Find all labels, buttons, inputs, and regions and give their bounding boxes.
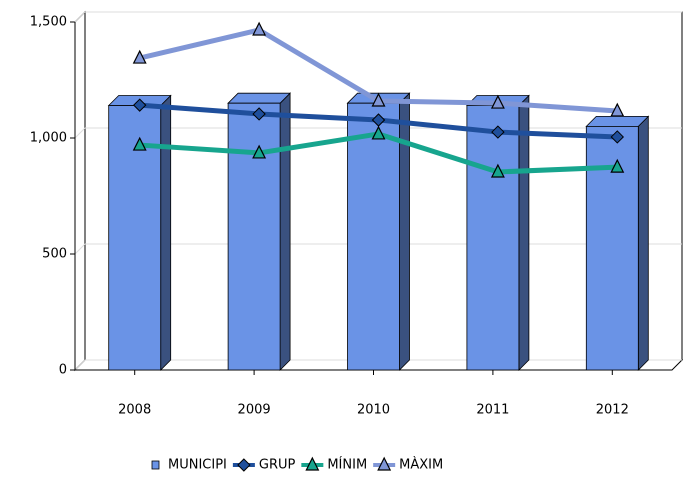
legend-swatch [151, 460, 160, 470]
bar-side [518, 94, 530, 371]
bar [346, 92, 411, 371]
triangle-marker [252, 21, 267, 36]
y-tick-label: 0 [59, 363, 67, 378]
legend-label: MÍNIM [327, 457, 367, 473]
legend-label: MUNICIPI [168, 458, 227, 473]
triangle-marker [371, 92, 386, 107]
legend-item: GRUP [232, 458, 296, 473]
bar-front [227, 102, 281, 371]
grid-line [74, 243, 86, 255]
triangle-marker [132, 136, 147, 151]
bar [585, 115, 650, 371]
triangle-marker [252, 144, 267, 159]
triangle-marker [610, 158, 625, 173]
legend-label: GRUP [259, 458, 296, 473]
legend-label: MÀXIM [399, 457, 443, 473]
bar-side [279, 92, 291, 371]
triangle-marker [610, 102, 625, 117]
bar-side [399, 92, 410, 371]
triangle-marker [490, 163, 505, 178]
diamond-marker [132, 98, 147, 112]
bar-front [347, 102, 400, 371]
triangle-marker [377, 456, 392, 471]
x-tick-label: 2010 [357, 403, 390, 418]
diamond-marker [491, 125, 505, 139]
side-wall [74, 10, 86, 372]
bar [227, 92, 292, 371]
legend-item: MÀXIM [373, 457, 443, 473]
diamond-marker [237, 458, 251, 472]
legend-item: MÍNIM [301, 457, 367, 473]
grid-line [74, 359, 86, 371]
y-tick-label: 1,500 [30, 15, 67, 30]
bar-top [585, 116, 650, 127]
diamond-marker [610, 130, 625, 144]
triangle-marker [371, 125, 386, 140]
x-tick-label: 2009 [238, 403, 271, 418]
x-tick-label: 2012 [596, 403, 629, 418]
x-tick-label: 2008 [118, 403, 151, 418]
x-tick-label: 2011 [476, 403, 509, 418]
triangle-marker [305, 456, 320, 471]
legend: MUNICIPI GRUP MÍNIM MÀXIM [151, 457, 443, 473]
bar-top [227, 92, 292, 104]
bar-front [466, 105, 520, 371]
bar-side [160, 94, 172, 371]
bar-front [585, 126, 639, 371]
legend-item: MUNICIPI [151, 458, 227, 473]
bar [107, 94, 172, 371]
diamond-marker [252, 107, 266, 121]
y-tick-label: 500 [42, 247, 67, 262]
triangle-marker [132, 49, 147, 64]
grid-line [74, 127, 86, 139]
y-tick-label: 1,000 [30, 131, 67, 146]
bar-side [637, 115, 649, 371]
grid-line [74, 11, 86, 23]
triangle-marker [490, 94, 505, 109]
